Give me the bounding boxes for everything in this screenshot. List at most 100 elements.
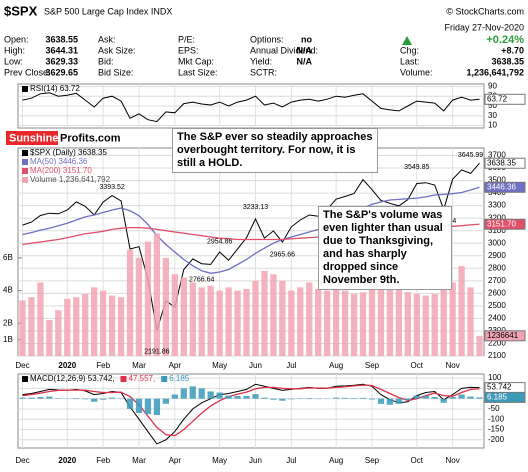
y-tick-label: 90: [488, 82, 497, 91]
price-label: 2766.64: [189, 276, 214, 283]
field-label: Ask Size:: [98, 45, 136, 55]
field-label: P/E:: [178, 34, 195, 44]
date: Friday 27-Nov-2020: [444, 22, 524, 32]
up-arrow: [402, 36, 412, 45]
field-label: High:: [4, 45, 25, 55]
symbol: $SPX: [4, 3, 38, 18]
x-tick-label: 2020: [58, 361, 76, 370]
bar: [288, 290, 295, 356]
x-tick-label: Nov: [446, 456, 460, 465]
line: [22, 383, 480, 445]
field-label: Ask:: [98, 34, 116, 44]
y-tick-label: 10: [488, 121, 497, 130]
bar: [395, 398, 403, 404]
bar: [395, 287, 403, 356]
legend-label: $SPX (Daily) 3638.35: [30, 148, 107, 157]
bar: [467, 287, 474, 356]
value-tag: [484, 157, 526, 169]
logo-text: Profits.com: [60, 132, 121, 144]
x-tick-label: Aug: [329, 456, 343, 465]
legend-label: 47.557,: [129, 374, 156, 383]
price-label: 2965.66: [270, 251, 295, 258]
field-label: Low:: [4, 56, 23, 66]
index-name: S&P 500 Large Cap Index INDX: [44, 6, 172, 16]
change-pct: +0.24%: [486, 34, 524, 46]
field-value: 1,236,641,792: [466, 67, 524, 77]
bar: [359, 397, 367, 399]
bar: [64, 298, 71, 356]
y-tick-label: -150: [488, 425, 505, 434]
y-tick-label: 3100: [488, 226, 506, 235]
y-tick-label: 100: [488, 373, 502, 382]
price-label: 2954.86: [207, 239, 232, 246]
bar: [82, 293, 89, 356]
x-tick-label: Jul: [286, 361, 296, 370]
price-label: 3549.85: [404, 164, 429, 171]
bar: [126, 398, 134, 409]
y2-tick-label: 4B: [3, 286, 13, 295]
bar: [225, 395, 232, 399]
y-tick-label: 3500: [488, 176, 506, 185]
x-tick-label: Mar: [132, 361, 146, 370]
field-value: +8.70: [501, 45, 524, 55]
bar: [144, 398, 152, 415]
bar: [341, 397, 349, 399]
bar: [153, 398, 161, 416]
y-tick-label: 2500: [488, 301, 506, 310]
bar: [252, 394, 259, 399]
bar: [99, 290, 107, 356]
y-tick-label: 2700: [488, 276, 506, 285]
y-tick-label: 3700: [488, 151, 506, 160]
field-value: 3644.31: [45, 45, 78, 55]
field-label: Volume:: [400, 67, 433, 77]
field-label: SCTR:: [250, 67, 277, 77]
bar: [162, 257, 170, 356]
field-label: Prev Close:: [4, 67, 51, 77]
bar: [270, 398, 277, 400]
line: [22, 186, 480, 274]
bar: [306, 398, 313, 399]
bar: [440, 398, 447, 403]
bar: [216, 392, 223, 399]
bar: [99, 398, 107, 400]
bar: [144, 241, 152, 356]
bar: [135, 257, 143, 356]
bar: [350, 398, 358, 399]
bar: [171, 394, 178, 399]
field-value: 3629.33: [45, 56, 78, 66]
bar: [198, 388, 205, 399]
bar: [82, 398, 89, 400]
bar: [46, 320, 53, 356]
annotation: The S&P's volume was even lighter than u…: [318, 206, 452, 290]
bar: [279, 398, 286, 401]
y-tick-label: -50: [488, 404, 500, 413]
price-label: 3645.99: [458, 152, 483, 159]
y-tick-label: -100: [488, 414, 505, 423]
y-tick-label: 2600: [488, 288, 506, 297]
y2-tick-label: 2B: [3, 318, 13, 327]
x-tick-label: Oct: [411, 361, 424, 370]
bar: [207, 285, 214, 356]
x-tick-label: Mar: [132, 456, 146, 465]
bar: [162, 398, 170, 404]
line: [22, 92, 480, 123]
bar: [91, 287, 98, 356]
bar: [458, 394, 465, 399]
bar: [422, 395, 429, 399]
field-label: Options:: [250, 34, 284, 44]
bar: [108, 397, 116, 399]
bar: [404, 398, 411, 401]
y-tick-label: 2800: [488, 263, 506, 272]
legend-label: RSI(14) 63.72: [30, 84, 80, 93]
bar: [261, 397, 268, 399]
bar: [368, 398, 376, 400]
y-tick-label: -200: [488, 435, 505, 444]
field-value: 3638.35: [491, 56, 524, 66]
y-tick-label: 30: [488, 111, 497, 120]
field-value: N/A: [297, 56, 313, 66]
x-tick-label: Apr: [169, 361, 182, 370]
bar: [288, 398, 295, 400]
bar: [19, 300, 26, 356]
value-tag-label: 3638.35: [487, 158, 516, 167]
bar: [359, 292, 367, 356]
